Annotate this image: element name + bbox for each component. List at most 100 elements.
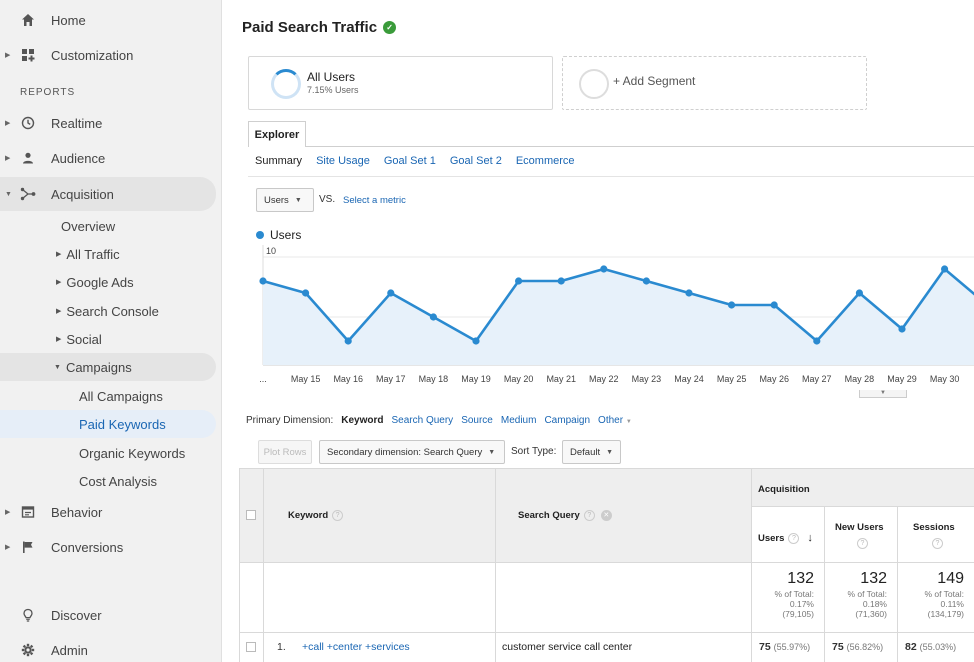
data-point: [429, 313, 437, 321]
segment-all-users[interactable]: All Users 7.15% Users: [248, 56, 553, 110]
total-base: (134,179): [927, 609, 964, 619]
sidebar-item-admin[interactable]: Admin: [0, 633, 216, 662]
column-header-sessions[interactable]: Sessions: [913, 522, 955, 533]
metric-select[interactable]: Users ▼: [256, 188, 314, 212]
dimension-campaign[interactable]: Campaign: [544, 415, 591, 426]
row-checkbox[interactable]: [246, 642, 256, 652]
dimension-keyword[interactable]: Keyword: [341, 415, 384, 426]
page-title-text: Paid Search Traffic: [242, 19, 378, 36]
sidebar-item-discover[interactable]: Discover: [0, 598, 216, 632]
x-tick-label: May 23: [632, 374, 662, 384]
sidebar-item-label: All Traffic: [66, 246, 120, 262]
sidebar-item-label: Behavior: [51, 504, 103, 520]
add-segment-button[interactable]: + Add Segment: [562, 56, 867, 110]
sidebar-item-all-traffic[interactable]: ▶ All Traffic: [56, 242, 120, 266]
help-icon[interactable]: ?: [932, 538, 943, 549]
users-cell: 75 (55.97%): [759, 641, 810, 653]
chart-resize-handle[interactable]: ▼: [859, 390, 907, 398]
subtab-site-usage[interactable]: Site Usage: [316, 155, 370, 167]
sidebar-item-label: Cost Analysis: [79, 473, 158, 489]
sidebar-item-search-console[interactable]: ▶ Search Console: [56, 299, 159, 323]
sort-descending-icon[interactable]: ↓: [807, 532, 813, 544]
total-pct-label: % of Total:: [774, 589, 814, 599]
x-tick-label: May 16: [333, 374, 363, 384]
secondary-dimension-select[interactable]: Secondary dimension: Search Query ▼: [319, 440, 505, 464]
sidebar-item-label: Social: [66, 331, 102, 347]
sidebar-item-customization[interactable]: ▶ Customization: [0, 38, 216, 72]
sidebar-item-campaigns[interactable]: ▼ Campaigns: [54, 355, 132, 379]
sidebar-item-label: Discover: [51, 607, 102, 623]
sidebar-item-social[interactable]: ▶ Social: [56, 327, 102, 351]
help-icon[interactable]: ?: [788, 532, 800, 544]
sidebar-item-label: Conversions: [51, 539, 124, 555]
help-icon[interactable]: ?: [583, 510, 595, 521]
sidebar-item-all-campaigns[interactable]: All Campaigns: [79, 384, 163, 408]
data-point: [600, 265, 608, 273]
sidebar-item-organic-keywords[interactable]: Organic Keywords: [79, 441, 185, 465]
x-tick-label: ...: [259, 374, 267, 384]
sidebar-item-label: Admin: [51, 642, 88, 658]
metric-select-value: Users: [264, 194, 289, 206]
sidebar-item-label: Organic Keywords: [79, 445, 186, 461]
help-icon[interactable]: ?: [332, 510, 344, 521]
y-tick-label: 10: [266, 246, 276, 256]
subtab-goal-set-2[interactable]: Goal Set 2: [449, 155, 502, 167]
collapse-caret-icon: ▼: [5, 190, 12, 198]
vs-label: VS.: [319, 194, 336, 205]
users-line: [262, 267, 974, 343]
sidebar-item-realtime[interactable]: ▶ Realtime: [0, 106, 216, 140]
total-base: (79,105): [782, 609, 814, 619]
sidebar-item-conversions[interactable]: ▶ Conversions: [0, 530, 216, 564]
keyword-link[interactable]: +call +center +services: [302, 641, 410, 653]
subtab-goal-set-1[interactable]: Goal Set 1: [383, 155, 436, 167]
subtab-summary[interactable]: Summary: [255, 155, 303, 167]
dimension-source[interactable]: Source: [461, 415, 493, 426]
dimension-search-query[interactable]: Search Query: [391, 415, 454, 426]
table-border: [495, 468, 496, 662]
sidebar-item-acquisition[interactable]: ▼ Acquisition: [0, 177, 216, 211]
sidebar-item-audience[interactable]: ▶ Audience: [0, 141, 216, 175]
x-tick-label: May 19: [461, 374, 491, 384]
sidebar-item-paid-keywords[interactable]: Paid Keywords: [79, 412, 166, 436]
sidebar-item-cost-analysis[interactable]: Cost Analysis: [79, 469, 157, 493]
chevron-down-icon: ▼: [625, 419, 632, 425]
sidebar-item-label: All Campaigns: [79, 388, 163, 404]
column-header-search-query[interactable]: Search Query? ✕: [518, 510, 612, 521]
data-point: [642, 277, 650, 285]
explorer-subtabs: Summary Site Usage Goal Set 1 Goal Set 2…: [255, 155, 575, 167]
dimension-medium[interactable]: Medium: [500, 415, 537, 426]
tab-explorer[interactable]: Explorer: [248, 121, 306, 147]
new-users-value: 75: [832, 641, 844, 653]
lightbulb-icon: [20, 607, 36, 623]
total-pct-label: % of Total:: [847, 589, 887, 599]
sidebar-item-overview[interactable]: Overview: [61, 214, 115, 238]
select-all-checkbox[interactable]: [246, 510, 256, 520]
sort-type-select[interactable]: Default ▼: [562, 440, 621, 464]
clock-icon: [20, 115, 36, 131]
sidebar-item-home[interactable]: Home: [0, 3, 216, 37]
dimension-other-dropdown[interactable]: Other ▼: [598, 415, 632, 426]
plot-rows-button[interactable]: Plot Rows: [258, 440, 312, 464]
new-users-cell: 75 (56.82%): [832, 641, 883, 653]
help-icon[interactable]: ?: [857, 538, 868, 549]
x-tick-label: May 20: [504, 374, 534, 384]
segment-subtext: 7.15% Users: [307, 85, 359, 95]
legend-label: Users: [270, 228, 302, 242]
collapse-caret-icon: ▼: [54, 363, 61, 371]
column-header-users[interactable]: Users? ↓: [758, 532, 813, 544]
sidebar-item-label: Google Ads: [66, 274, 134, 290]
sidebar-item-behavior[interactable]: ▶ Behavior: [0, 495, 216, 529]
sidebar-item-google-ads[interactable]: ▶ Google Ads: [56, 270, 134, 294]
column-header-keyword[interactable]: Keyword?: [288, 510, 344, 521]
subtab-ecommerce[interactable]: Ecommerce: [515, 155, 575, 167]
flag-icon: [20, 539, 36, 555]
select-metric-link[interactable]: Select a metric: [343, 195, 406, 206]
table-border: [239, 468, 240, 662]
remove-dimension-icon[interactable]: ✕: [600, 510, 612, 521]
column-header-new-users[interactable]: New Users: [835, 522, 884, 533]
sidebar-item-label: Paid Keywords: [79, 416, 166, 432]
chevron-down-icon: ▼: [606, 448, 614, 456]
x-tick-label: May 24: [674, 374, 704, 384]
expand-caret-icon: ▶: [56, 336, 62, 343]
